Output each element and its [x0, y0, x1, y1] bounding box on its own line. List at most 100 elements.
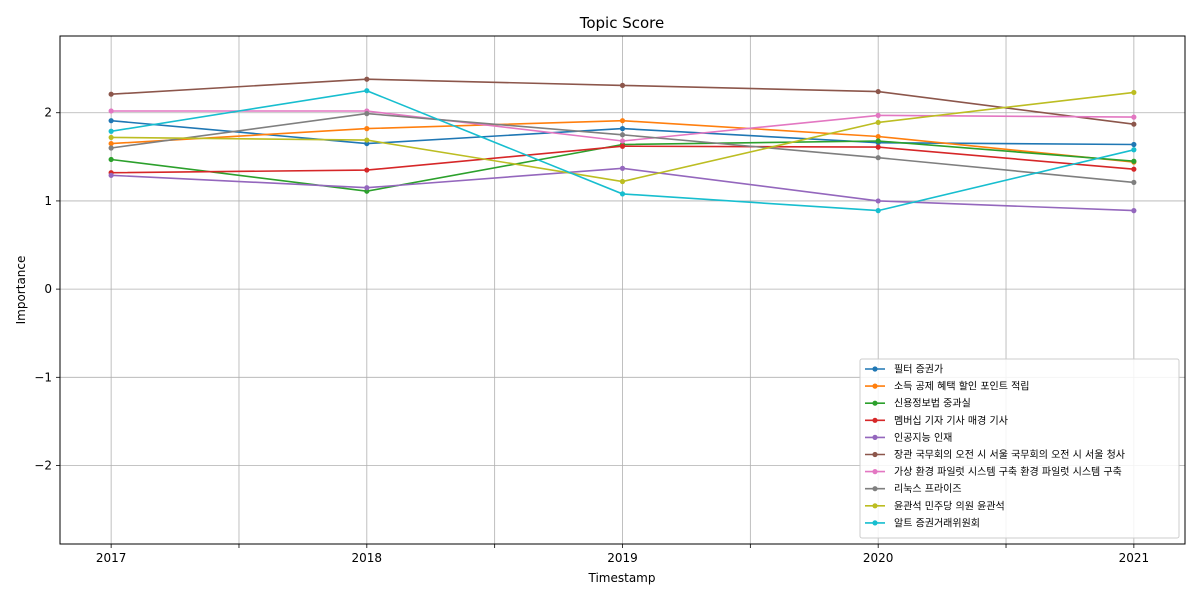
legend-item: 알트 증권거래위원회 — [865, 516, 980, 529]
legend-swatch-marker — [872, 434, 878, 440]
y-tick-label: 1 — [44, 194, 52, 208]
data-point — [1131, 166, 1137, 172]
series-9 — [108, 89, 1137, 185]
y-tick-label: −2 — [34, 459, 52, 473]
legend-item: 신용정보법 중과실 — [865, 398, 971, 410]
legend-swatch-marker — [872, 417, 878, 423]
series-10 — [108, 88, 1137, 214]
data-point — [875, 198, 881, 204]
legend-label: 멤버십 기자 기사 매경 기사 — [894, 414, 1008, 427]
data-point — [875, 155, 881, 161]
legend-item: 인공지능 인재 — [865, 432, 952, 444]
data-point — [108, 108, 114, 114]
data-point — [619, 118, 626, 124]
data-point — [364, 126, 370, 132]
series-lines — [108, 76, 1137, 214]
legend-label: 윤관석 민주당 의원 윤관석 — [894, 500, 1005, 512]
data-point — [364, 185, 370, 191]
x-ticks: 2017 2018 2019 2020 2021 — [96, 544, 1149, 565]
legend-item: 윤관석 민주당 의원 윤관석 — [865, 500, 1005, 512]
chart-title: Topic Score — [579, 14, 665, 32]
legend-swatch-marker — [872, 486, 878, 492]
legend-label: 장관 국무회의 오전 시 서울 국무회의 오전 시 서울 청사 — [894, 449, 1125, 461]
series-6 — [108, 76, 1137, 127]
legend-swatch-marker — [872, 451, 878, 458]
data-point — [619, 138, 626, 144]
data-point — [1131, 114, 1137, 120]
data-point — [108, 156, 114, 163]
x-tick-label: 2019 — [607, 551, 638, 565]
legend-swatch-marker — [872, 469, 878, 475]
data-point — [875, 133, 881, 140]
data-point — [875, 138, 881, 144]
data-point — [108, 172, 114, 178]
data-point — [875, 119, 881, 126]
legend-label: 인공지능 인재 — [894, 432, 952, 444]
legend-label: 가상 환경 파일럿 시스템 구축 환경 파일럿 시스템 구축 — [894, 465, 1122, 478]
data-point — [1131, 147, 1137, 153]
data-point — [108, 134, 114, 141]
data-point — [1131, 141, 1137, 148]
legend-label: 알트 증권거래위원회 — [894, 516, 980, 529]
legend-label: 리눅스 프라이즈 — [894, 483, 962, 495]
legend-swatch-marker — [872, 400, 878, 406]
data-point — [875, 208, 881, 214]
x-tick-label: 2021 — [1119, 551, 1150, 565]
data-point — [364, 88, 370, 94]
data-point — [364, 76, 370, 82]
data-point — [1131, 179, 1137, 186]
series-5 — [108, 165, 1137, 214]
data-point — [364, 137, 370, 143]
legend-label: 소득 공제 혜택 할인 포인트 적립 — [894, 380, 1030, 393]
data-point — [1131, 158, 1137, 164]
y-tick-label: −1 — [34, 370, 52, 384]
series-1 — [108, 118, 1137, 148]
legend-swatch-marker — [872, 383, 878, 389]
data-point — [108, 145, 114, 151]
data-point — [108, 140, 114, 147]
data-point — [619, 126, 626, 132]
data-point — [875, 144, 881, 150]
legend-item: 리눅스 프라이즈 — [865, 483, 962, 495]
x-axis-label: Timestamp — [588, 571, 656, 585]
data-point — [1131, 208, 1137, 214]
y-ticks: 2 1 0 −1 −2 — [34, 106, 60, 473]
legend-box — [859, 358, 1180, 539]
series-4 — [108, 143, 1137, 176]
legend-item: 멤버십 기자 기사 매경 기사 — [865, 414, 1008, 427]
x-tick-label: 2020 — [863, 551, 894, 565]
legend-swatch-marker — [872, 503, 878, 509]
data-point — [364, 167, 370, 173]
data-point — [1131, 89, 1137, 96]
legend-item: 장관 국무회의 오전 시 서울 국무회의 오전 시 서울 청사 — [865, 449, 1125, 461]
data-point — [364, 111, 370, 117]
plot-frame — [59, 35, 1186, 545]
data-point — [619, 191, 626, 197]
legend-label: 신용정보법 중과실 — [894, 398, 971, 410]
x-tick-label: 2017 — [96, 551, 127, 565]
legend-item: 필터 증권가 — [865, 364, 943, 376]
legend-item: 소득 공제 혜택 할인 포인트 적립 — [865, 380, 1030, 393]
data-point — [619, 178, 626, 185]
data-point — [108, 91, 114, 97]
y-tick-label: 2 — [44, 106, 52, 120]
data-point — [619, 132, 626, 138]
data-point — [1131, 121, 1137, 127]
data-point — [875, 112, 881, 118]
data-point — [619, 82, 626, 88]
data-point — [108, 118, 114, 124]
legend-swatch-marker — [872, 366, 878, 372]
data-point — [619, 143, 626, 149]
legend-item: 가상 환경 파일럿 시스템 구축 환경 파일럿 시스템 구축 — [865, 465, 1122, 478]
y-tick-label: 0 — [44, 282, 52, 296]
data-point — [619, 165, 626, 171]
series-8 — [108, 111, 1137, 186]
data-point — [108, 128, 114, 134]
legend-label: 필터 증권가 — [894, 364, 943, 376]
y-axis-label: Importance — [14, 256, 28, 325]
legend-swatch-marker — [872, 520, 878, 526]
x-tick-label: 2018 — [352, 551, 383, 565]
